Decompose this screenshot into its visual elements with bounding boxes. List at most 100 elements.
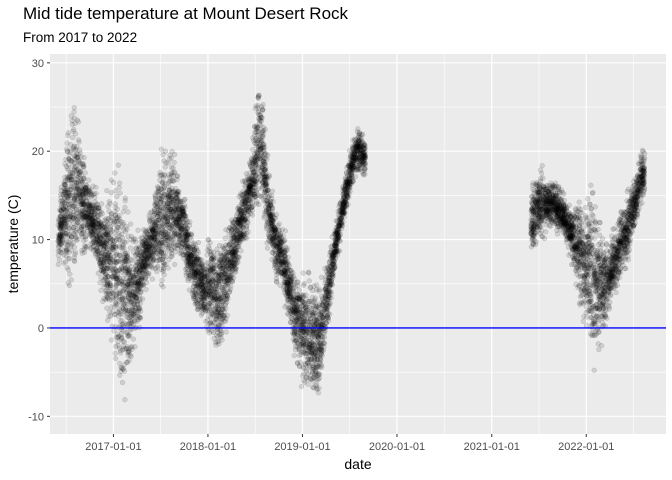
data-point xyxy=(65,256,71,262)
data-point xyxy=(170,165,176,171)
data-point xyxy=(61,230,67,236)
data-point xyxy=(61,219,68,225)
data-point xyxy=(65,267,71,273)
data-point xyxy=(58,234,64,240)
data-point xyxy=(233,269,239,275)
data-point xyxy=(63,207,70,213)
data-point xyxy=(123,223,129,230)
data-point xyxy=(68,277,75,283)
data-point xyxy=(65,195,71,201)
data-point xyxy=(120,209,127,215)
data-point xyxy=(63,220,69,226)
data-point xyxy=(127,221,134,227)
data-point xyxy=(58,224,65,230)
data-point xyxy=(61,220,67,226)
data-point xyxy=(58,231,64,238)
data-point xyxy=(182,212,188,219)
data-point xyxy=(245,229,251,235)
data-point xyxy=(126,333,132,340)
data-point xyxy=(66,225,72,232)
data-point xyxy=(260,101,266,108)
data-point xyxy=(62,222,68,228)
data-point xyxy=(56,257,63,263)
data-point xyxy=(64,224,70,230)
data-point xyxy=(60,205,66,212)
data-point xyxy=(61,179,67,185)
data-point xyxy=(260,133,266,140)
data-point xyxy=(57,222,64,228)
data-point xyxy=(93,190,99,197)
data-point xyxy=(229,273,235,279)
data-point xyxy=(296,287,303,293)
data-point xyxy=(57,232,64,238)
data-point xyxy=(115,342,121,349)
data-point xyxy=(236,239,242,246)
data-point xyxy=(93,184,99,191)
data-point xyxy=(63,241,69,247)
data-point xyxy=(55,236,62,243)
data-point xyxy=(124,238,130,244)
data-point xyxy=(62,232,68,238)
data-point xyxy=(58,249,64,255)
data-point xyxy=(130,312,136,318)
data-point xyxy=(71,244,78,250)
data-point xyxy=(303,321,309,328)
data-point xyxy=(121,339,128,345)
data-point xyxy=(140,296,146,302)
data-point xyxy=(59,218,65,224)
data-point xyxy=(169,177,175,184)
data-point xyxy=(67,271,73,277)
data-point xyxy=(58,208,65,215)
data-point xyxy=(60,191,66,197)
data-point xyxy=(56,243,62,249)
data-point xyxy=(71,203,77,209)
data-point xyxy=(59,229,66,235)
data-point xyxy=(62,191,69,197)
data-point xyxy=(195,239,202,246)
data-point xyxy=(62,200,68,206)
data-point xyxy=(62,195,68,201)
data-point xyxy=(62,230,69,237)
data-point xyxy=(61,185,67,192)
data-point xyxy=(62,200,68,207)
data-point xyxy=(61,206,67,212)
data-point xyxy=(56,248,63,254)
data-point xyxy=(59,220,65,226)
data-point xyxy=(205,237,211,243)
data-point xyxy=(300,270,306,276)
data-point xyxy=(58,233,65,240)
data-point xyxy=(110,179,117,186)
data-point xyxy=(287,283,293,290)
data-point xyxy=(108,337,115,343)
data-point xyxy=(58,204,65,210)
data-point xyxy=(56,222,63,228)
data-point xyxy=(162,164,168,170)
data-point xyxy=(104,317,111,324)
panel-background xyxy=(50,54,666,434)
data-point xyxy=(263,226,270,232)
data-point xyxy=(64,187,70,193)
data-point xyxy=(159,277,165,283)
data-point xyxy=(58,213,64,220)
data-point xyxy=(71,126,77,133)
data-point xyxy=(112,170,118,176)
data-point xyxy=(64,185,70,191)
data-point xyxy=(62,189,68,196)
data-point xyxy=(62,161,68,167)
data-point xyxy=(59,236,65,242)
data-point xyxy=(61,217,68,223)
data-point xyxy=(61,217,68,223)
data-point xyxy=(60,206,67,212)
data-point xyxy=(56,216,62,222)
data-point xyxy=(59,221,65,227)
data-point xyxy=(112,350,118,356)
data-point xyxy=(107,201,113,207)
data-point xyxy=(58,188,64,194)
data-point xyxy=(64,234,70,240)
data-point xyxy=(62,224,68,231)
data-point xyxy=(222,302,228,308)
data-point xyxy=(58,191,64,198)
data-point xyxy=(161,184,168,191)
data-point xyxy=(63,207,69,214)
data-point xyxy=(306,278,312,284)
